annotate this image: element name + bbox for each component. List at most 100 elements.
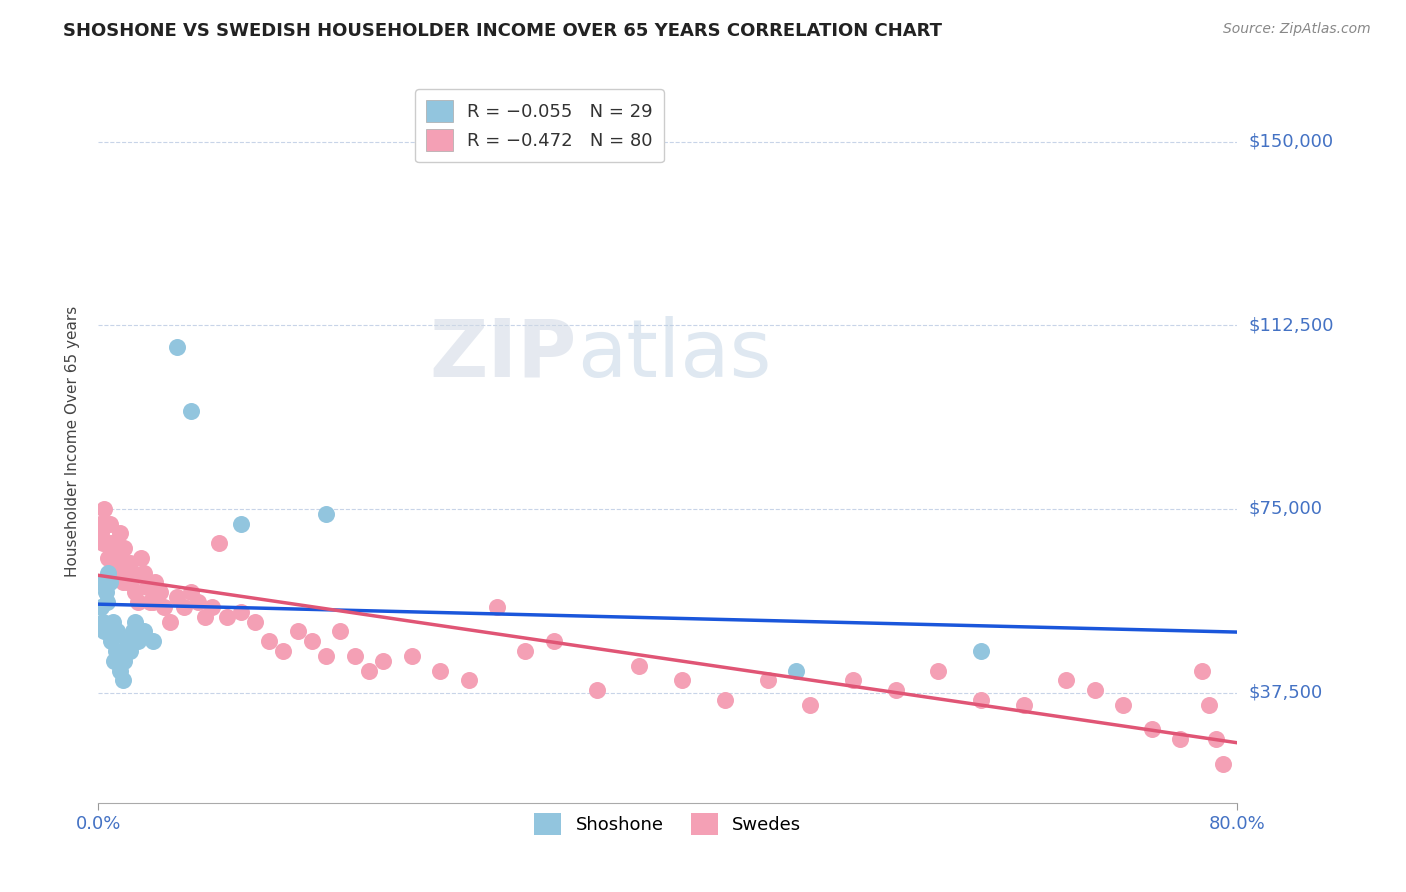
Text: $112,500: $112,500 <box>1249 316 1334 334</box>
Point <box>373 654 395 668</box>
Point <box>159 615 181 629</box>
Point <box>401 648 423 663</box>
Point <box>1012 698 1035 712</box>
Point <box>180 585 202 599</box>
Point <box>124 585 146 599</box>
Point <box>273 644 295 658</box>
Point <box>585 683 607 698</box>
Text: $37,500: $37,500 <box>1249 683 1323 702</box>
Point <box>97 566 120 580</box>
Point <box>129 550 152 565</box>
Point <box>93 502 115 516</box>
Point <box>1198 698 1220 712</box>
Point <box>970 644 993 658</box>
Point <box>1212 756 1234 771</box>
Point <box>149 585 172 599</box>
Point <box>121 624 143 639</box>
Point <box>90 526 112 541</box>
Point <box>111 575 134 590</box>
Point <box>287 624 309 639</box>
Point <box>112 654 135 668</box>
Point <box>90 599 112 614</box>
Point <box>97 550 120 565</box>
Point <box>115 575 138 590</box>
Point <box>141 595 163 609</box>
Point <box>1191 664 1213 678</box>
Point <box>194 609 217 624</box>
Y-axis label: Householder Income Over 65 years: Householder Income Over 65 years <box>65 306 80 577</box>
Point <box>1140 723 1163 737</box>
Point <box>91 536 114 550</box>
Point <box>543 634 565 648</box>
Point <box>180 404 202 418</box>
Point <box>104 644 127 658</box>
Point <box>91 615 114 629</box>
Point <box>94 585 117 599</box>
Point <box>114 560 136 574</box>
Point <box>173 599 195 614</box>
Point <box>1056 673 1078 688</box>
Point <box>187 595 209 609</box>
Point <box>104 541 127 555</box>
Point <box>138 595 160 609</box>
Point <box>93 624 115 639</box>
Point <box>457 673 479 688</box>
Point <box>301 634 323 648</box>
Point <box>127 634 149 648</box>
Legend: Shoshone, Swedes: Shoshone, Swedes <box>522 801 814 848</box>
Point <box>884 683 907 698</box>
Point <box>105 624 128 639</box>
Point <box>1170 732 1192 747</box>
Point <box>100 536 122 550</box>
Point <box>970 693 993 707</box>
Text: Source: ZipAtlas.com: Source: ZipAtlas.com <box>1223 22 1371 37</box>
Point <box>115 634 138 648</box>
Point <box>429 664 451 678</box>
Point <box>315 507 337 521</box>
Point <box>112 541 135 555</box>
Point <box>110 550 132 565</box>
Point <box>121 566 143 580</box>
Point <box>108 664 131 678</box>
Point <box>229 605 252 619</box>
Point <box>714 693 737 707</box>
Point <box>120 575 142 590</box>
Point <box>1112 698 1135 712</box>
Point <box>124 615 146 629</box>
Point <box>153 599 176 614</box>
Point <box>785 664 807 678</box>
Point <box>229 516 252 531</box>
Point <box>101 615 124 629</box>
Point <box>515 644 537 658</box>
Point <box>486 599 509 614</box>
Point <box>132 566 155 580</box>
Point <box>166 590 188 604</box>
Point <box>118 644 141 658</box>
Point <box>259 634 281 648</box>
Point <box>628 658 651 673</box>
Point <box>96 536 118 550</box>
Point <box>89 516 111 531</box>
Point <box>98 575 121 590</box>
Point <box>89 575 111 590</box>
Point <box>103 560 125 574</box>
Point <box>141 634 163 648</box>
Point <box>799 698 821 712</box>
Point <box>107 566 129 580</box>
Point <box>100 634 122 648</box>
Point <box>98 516 121 531</box>
Point <box>756 673 779 688</box>
Text: $75,000: $75,000 <box>1249 500 1323 518</box>
Text: SHOSHONE VS SWEDISH HOUSEHOLDER INCOME OVER 65 YEARS CORRELATION CHART: SHOSHONE VS SWEDISH HOUSEHOLDER INCOME O… <box>63 22 942 40</box>
Point <box>201 599 224 614</box>
Point <box>927 664 949 678</box>
Point <box>343 648 366 663</box>
Text: $150,000: $150,000 <box>1249 133 1333 151</box>
Point <box>96 595 118 609</box>
Point <box>166 340 188 354</box>
Point <box>145 575 167 590</box>
Point <box>357 664 380 678</box>
Point <box>127 595 149 609</box>
Point <box>118 556 141 570</box>
Point <box>1084 683 1107 698</box>
